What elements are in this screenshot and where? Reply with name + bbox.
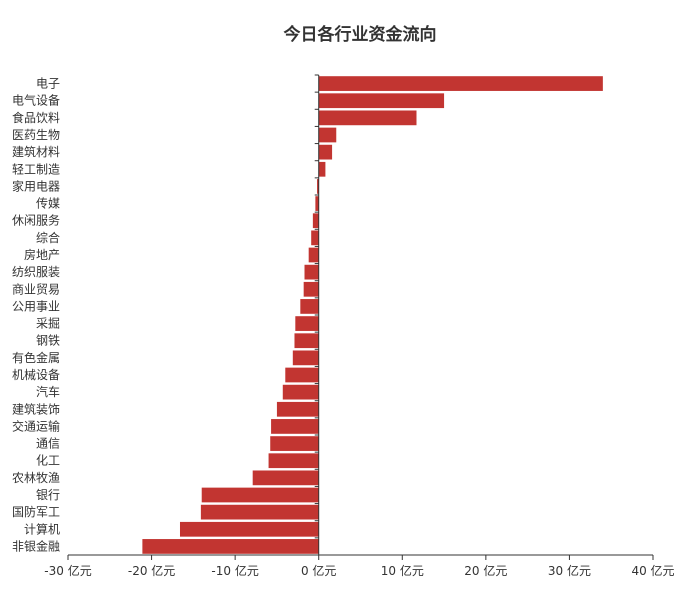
bar-24	[252, 470, 319, 486]
x-tick-label: 40 亿元	[631, 563, 674, 578]
bar-8	[315, 196, 319, 211]
bar-2	[318, 93, 445, 109]
chart-title: 今日各行业资金流向	[283, 25, 437, 45]
bar-17	[292, 350, 319, 366]
y-tick-label: 银行	[36, 488, 60, 502]
y-tick-label: 公用事业	[12, 299, 60, 313]
bar-3	[318, 110, 417, 126]
bar-16	[294, 333, 319, 349]
y-tick-label: 建筑装饰	[12, 401, 60, 416]
y-tick-label: 传媒	[36, 196, 60, 211]
y-tick-label: 采掘	[36, 316, 60, 331]
y-tick-label: 交通运输	[12, 418, 60, 433]
y-tick-label: 化工	[36, 454, 60, 468]
y-tick-label: 医药生物	[12, 128, 60, 142]
y-tick-label: 通信	[36, 437, 60, 451]
bar-1	[318, 76, 603, 91]
y-tick-label: 家用电器	[12, 178, 60, 193]
bar-15	[295, 316, 319, 331]
bar-21	[271, 419, 319, 434]
x-tick-label: 20 亿元	[464, 563, 507, 578]
y-tick-label: 汽车	[36, 384, 60, 399]
bar-28	[142, 539, 319, 554]
y-tick-label: 商业贸易	[12, 281, 60, 296]
bar-27	[179, 521, 319, 537]
y-tick-label: 计算机	[24, 521, 60, 536]
bar-5	[318, 144, 333, 160]
bar-25	[201, 487, 319, 503]
bar-10	[311, 230, 319, 246]
bar-6	[318, 161, 326, 177]
x-tick-label: -10 亿元	[211, 563, 258, 578]
bar-13	[303, 281, 319, 297]
bar-14	[300, 299, 319, 314]
bar-7	[317, 179, 319, 194]
bar-22	[270, 436, 319, 451]
y-tick-label: 农林牧渔	[12, 471, 60, 485]
bar-18	[285, 367, 319, 383]
x-tick-label: -30 亿元	[44, 563, 91, 578]
y-tick-label: 休闲服务	[12, 213, 60, 228]
bar-26	[200, 504, 319, 520]
y-tick-label: 钢铁	[36, 334, 60, 348]
x-tick-label: 30 亿元	[548, 563, 591, 578]
x-tick-label: 0 亿元	[301, 563, 336, 578]
y-tick-label: 国防军工	[12, 504, 60, 519]
bar-4	[318, 127, 337, 143]
bar-12	[304, 264, 319, 280]
y-tick-label: 食品饮料	[12, 110, 60, 125]
y-tick-label: 电气设备	[12, 93, 60, 108]
y-tick-label: 纺织服装	[12, 265, 60, 279]
x-tick-label: -20 亿元	[128, 563, 175, 578]
y-tick-label: 房地产	[24, 247, 60, 262]
y-tick-label: 综合	[36, 230, 60, 245]
bar-11	[308, 247, 319, 263]
x-tick-label: 10 亿元	[381, 563, 424, 578]
bar-19	[282, 384, 319, 400]
bar-23	[268, 453, 319, 469]
y-tick-label: 建筑材料	[12, 144, 60, 159]
y-tick-label: 非银金融	[12, 538, 60, 553]
y-tick-label: 电子	[36, 77, 60, 91]
y-tick-label: 机械设备	[12, 367, 60, 382]
y-tick-label: 有色金属	[12, 350, 60, 365]
bar-20	[276, 401, 319, 417]
y-tick-label: 轻工制造	[12, 162, 60, 176]
bar-9	[312, 213, 319, 229]
